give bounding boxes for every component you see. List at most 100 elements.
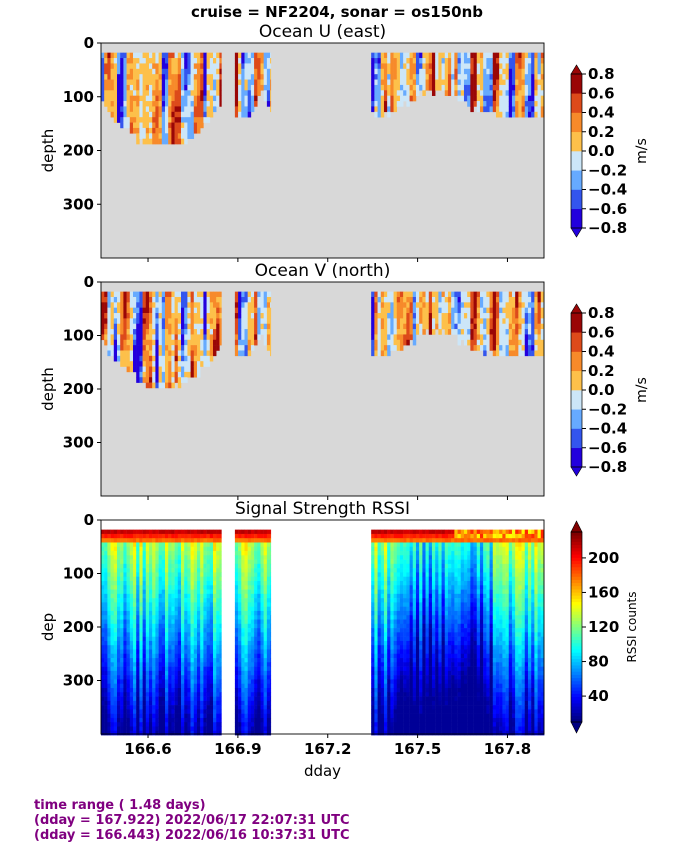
heatmap-cell	[508, 307, 513, 314]
heatmap-cell	[110, 529, 115, 535]
heatmap-cell	[187, 623, 191, 629]
heatmap-cell	[101, 296, 105, 303]
heatmap-cell	[502, 68, 506, 75]
heatmap-cell	[187, 318, 191, 325]
heatmap-cell	[527, 63, 532, 70]
heatmap-cell	[463, 302, 468, 308]
heatmap-cell	[193, 58, 198, 64]
heatmap-cell	[492, 307, 497, 314]
heatmap-cell	[168, 568, 172, 573]
heatmap-cell	[126, 666, 131, 672]
heatmap-cell	[149, 722, 153, 727]
heatmap-cell	[244, 687, 248, 693]
heatmap-cell	[117, 700, 121, 706]
heatmap-cell	[149, 133, 153, 139]
heatmap-cell	[107, 709, 111, 714]
heatmap-cell	[219, 90, 222, 96]
heatmap-cell	[444, 58, 449, 64]
heatmap-cell	[260, 307, 264, 314]
heatmap-cell	[383, 313, 388, 319]
heatmap-cell	[216, 696, 220, 702]
heatmap-cell	[238, 585, 242, 590]
heatmap-cell	[216, 658, 220, 663]
heatmap-cell	[219, 291, 222, 298]
heatmap-cell	[161, 713, 166, 719]
heatmap-cell	[117, 632, 121, 637]
heatmap-cell	[120, 329, 124, 335]
heatmap-cell	[149, 675, 153, 680]
heatmap-cell	[197, 529, 201, 535]
heatmap-cell	[241, 615, 245, 620]
heatmap-cell	[241, 683, 245, 689]
heatmap-cell	[133, 692, 137, 697]
heatmap-cell	[460, 95, 465, 102]
heatmap-cell	[209, 307, 214, 314]
heatmap-cell	[165, 585, 169, 590]
heatmap-cell	[263, 555, 268, 560]
heatmap-cell	[524, 318, 529, 325]
heatmap-cell	[209, 602, 214, 607]
heatmap-cell	[120, 52, 124, 59]
heatmap-cell	[534, 307, 538, 314]
heatmap-cell	[200, 323, 204, 330]
heatmap-cell	[142, 95, 147, 102]
heatmap-cell	[110, 713, 115, 719]
heatmap-cell	[409, 296, 414, 303]
heatmap-cell	[200, 628, 204, 633]
heatmap-cell	[387, 307, 391, 314]
heatmap-cell	[129, 705, 134, 710]
heatmap-cell	[371, 95, 375, 102]
heatmap-cell	[206, 628, 211, 633]
heatmap-cell	[203, 636, 207, 642]
heatmap-cell	[234, 58, 239, 64]
heatmap-cell	[136, 371, 140, 378]
heatmap-cell	[247, 546, 252, 552]
heatmap-cell	[260, 649, 264, 655]
heatmap-cell	[380, 68, 385, 75]
heatmap-cell	[447, 52, 452, 59]
heatmap-cell	[133, 538, 137, 543]
heatmap-cell	[181, 538, 185, 543]
heatmap-cell	[460, 307, 465, 314]
heatmap-cell	[489, 291, 494, 298]
heatmap-cell	[197, 713, 201, 719]
heatmap-cell	[399, 291, 404, 298]
heatmap-cell	[219, 95, 222, 102]
heatmap-cell	[247, 68, 252, 75]
heatmap-cell	[390, 296, 394, 303]
heatmap-cell	[244, 606, 248, 612]
heatmap-cell	[470, 63, 474, 70]
heatmap-cell	[120, 717, 124, 723]
heatmap-cell	[234, 598, 239, 603]
heatmap-cell	[104, 593, 108, 599]
heatmap-cell	[451, 79, 455, 86]
heatmap-cell	[521, 318, 526, 325]
heatmap-cell	[187, 533, 191, 539]
heatmap-cell	[511, 111, 516, 118]
heatmap-cell	[197, 598, 201, 603]
heatmap-cell	[206, 529, 211, 535]
heatmap-cell	[142, 334, 147, 341]
heatmap-cell	[266, 334, 271, 341]
heatmap-cell	[152, 63, 156, 70]
heatmap-cell	[531, 334, 535, 341]
heatmap-cell	[209, 84, 214, 91]
heatmap-cell	[120, 722, 124, 727]
heatmap-cell	[502, 74, 506, 80]
heatmap-cell	[142, 670, 147, 676]
heatmap-cell	[263, 329, 268, 335]
heatmap-cell	[184, 68, 188, 75]
heatmap-cell	[120, 572, 124, 578]
heatmap-cell	[165, 533, 169, 539]
heatmap-cell	[257, 602, 261, 607]
heatmap-cell	[499, 350, 503, 357]
heatmap-cell	[149, 726, 153, 732]
heatmap-cell	[187, 313, 191, 319]
heatmap-cell	[113, 323, 118, 330]
heatmap-cell	[238, 111, 242, 118]
heatmap-cell	[161, 371, 166, 378]
heatmap-cell	[447, 329, 452, 335]
heatmap-cell	[107, 350, 111, 357]
heatmap-cell	[149, 730, 153, 736]
heatmap-cell	[123, 74, 127, 80]
